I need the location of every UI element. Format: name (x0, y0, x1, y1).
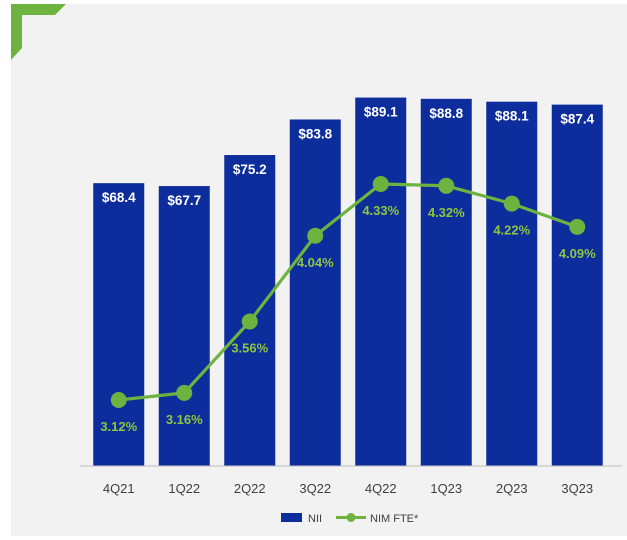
nim-series-line (118, 182, 578, 402)
nim-point-label-1Q23: 4.32% (428, 205, 465, 220)
x-tick-2Q23: 2Q23 (496, 481, 528, 496)
nim-point-label-3Q22: 4.04% (297, 255, 334, 270)
corner-accent-icon (11, 4, 66, 60)
x-tick-2Q22: 2Q22 (234, 481, 266, 496)
nii-bar-2Q23 (486, 101, 538, 467)
legend: NII NIM FTE* (281, 513, 419, 525)
nii-bar-label-3Q22: $83.8 (298, 126, 332, 141)
nim-line: 3.12% 3.16% 3.56% 4.04% 4.33% 4.32% 4.22% 4.09% (100, 176, 596, 434)
nim-point-2Q23 (503, 195, 520, 212)
x-tick-3Q23: 3Q23 (561, 481, 593, 496)
nim-point-label-3Q23: 4.09% (559, 246, 596, 261)
nim-point-label-2Q23: 4.22% (493, 223, 530, 238)
nim-point-4Q21 (110, 392, 127, 408)
nii-bar-4Q22 (355, 97, 407, 466)
x-tick-4Q21: 4Q21 (103, 481, 135, 496)
nim-point-1Q22 (176, 384, 193, 401)
nii-bar-label-4Q22: $89.1 (364, 105, 398, 120)
nim-point-2Q22 (241, 313, 258, 330)
nim-point-4Q22 (372, 176, 389, 192)
nii-bar-label-4Q21: $68.4 (102, 190, 136, 205)
nii-bar-3Q22 (289, 119, 341, 466)
x-tick-4Q22: 4Q22 (365, 481, 397, 496)
nii-bar-label-1Q22: $67.7 (167, 193, 201, 208)
nim-point-label-4Q22: 4.33% (362, 203, 399, 218)
x-tick-1Q22: 1Q22 (168, 481, 200, 496)
nim-point-label-2Q22: 3.56% (231, 340, 268, 355)
nim-point-3Q23 (569, 218, 586, 235)
legend-nim-swatch-marker (346, 513, 356, 522)
nii-bar-label-2Q23: $88.1 (495, 109, 529, 124)
legend-nim-label: NIM FTE* (370, 513, 419, 525)
nim-point-label-1Q22: 3.16% (166, 412, 203, 427)
nii-bar-label-1Q23: $88.8 (429, 106, 463, 121)
nim-point-label-4Q21: 3.12% (100, 419, 137, 434)
nii-bar-1Q23 (420, 98, 472, 466)
nii-bar-label-2Q22: $75.2 (233, 162, 267, 177)
x-tick-3Q22: 3Q22 (299, 481, 331, 496)
legend-nii-label: NII (308, 513, 322, 525)
x-tick-labels: 4Q21 1Q22 2Q22 3Q22 4Q22 1Q23 2Q23 3Q23 (103, 481, 593, 496)
nii-bars: $68.4 $67.7 $75.2 $83.8 $89.1 $88.8 $88.1 $87.4 (93, 97, 603, 467)
nim-point-1Q23 (438, 177, 455, 194)
legend-nii-swatch (281, 513, 302, 522)
nii-bar-2Q22 (224, 155, 276, 466)
nii-bar-label-3Q23: $87.4 (560, 112, 594, 127)
x-tick-1Q23: 1Q23 (430, 481, 462, 496)
nii-bar-1Q22 (158, 186, 210, 467)
nim-point-3Q22 (307, 227, 324, 244)
nii-bar-4Q21 (93, 183, 145, 466)
nii-bar-3Q23 (551, 104, 603, 466)
